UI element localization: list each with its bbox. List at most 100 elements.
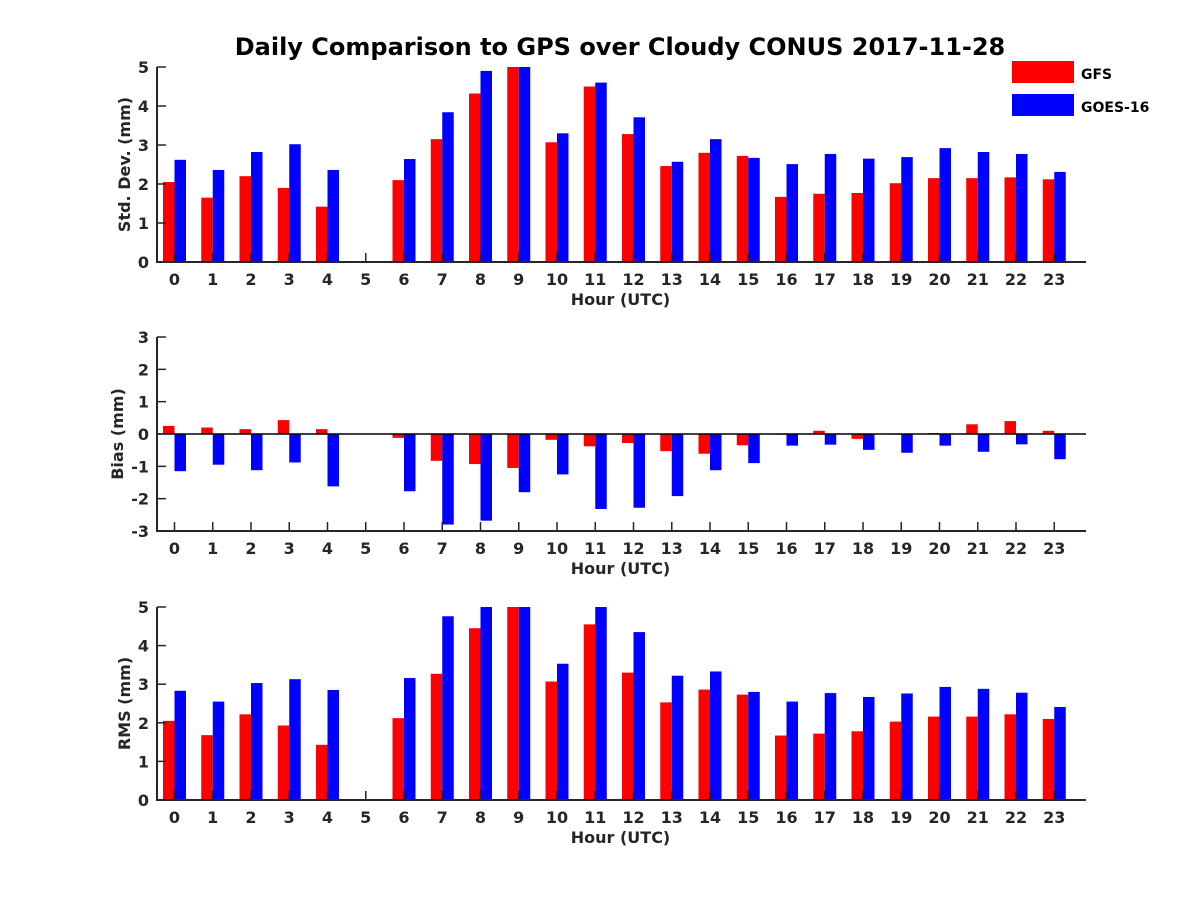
bar-gfs-hour-1	[201, 197, 213, 262]
x-tick-label: 14	[699, 270, 721, 289]
y-tick-label: 3	[138, 675, 149, 694]
bar-gfs-hour-16	[775, 735, 787, 800]
x-tick-label: 16	[775, 539, 797, 558]
legend: GFS GOES-16	[1012, 61, 1149, 116]
bar-goes16-hour-12	[633, 117, 645, 262]
bar-goes16-hour-15	[748, 691, 760, 800]
x-tick-label: 13	[661, 808, 683, 827]
bar-gfs-hour-14	[698, 434, 710, 454]
x-tick-label: 6	[398, 808, 409, 827]
x-tick-label: 21	[967, 270, 989, 289]
x-tick-label: 16	[775, 808, 797, 827]
bar-goes16-hour-18	[863, 434, 875, 450]
bar-goes16-hour-12	[633, 434, 645, 508]
bar-goes16-hour-8	[480, 607, 492, 800]
bar-goes16-hour-1	[212, 434, 225, 465]
bar-goes16-hour-20	[939, 148, 951, 262]
bar-gfs-hour-15	[736, 434, 749, 446]
bar-goes16-hour-9	[518, 67, 531, 262]
bar-gfs-hour-15	[736, 694, 749, 800]
bar-gfs-hour-22	[1004, 421, 1016, 434]
bar-goes16-hour-10	[557, 663, 569, 800]
x-tick-label: 0	[169, 539, 180, 558]
x-tick-label: 9	[513, 808, 524, 827]
x-tick-label: 12	[622, 270, 644, 289]
bar-goes16-hour-6	[404, 678, 416, 800]
x-tick-label: 2	[245, 539, 256, 558]
bar-gfs-hour-20	[928, 178, 940, 262]
y-tick-label: 4	[138, 637, 149, 656]
bar-gfs-hour-12	[622, 134, 634, 262]
x-tick-label: 18	[852, 270, 874, 289]
x-tick-label: 0	[169, 270, 180, 289]
bar-goes16-hour-19	[901, 693, 913, 800]
x-tick-label: 11	[584, 539, 606, 558]
bar-goes16-hour-11	[595, 607, 607, 800]
bar-gfs-hour-23	[1042, 179, 1055, 262]
legend-swatch-gfs	[1012, 61, 1074, 83]
x-tick-label: 22	[1005, 539, 1027, 558]
bar-goes16-hour-18	[863, 158, 875, 262]
x-tick-label: 0	[169, 808, 180, 827]
bar-goes16-hour-0	[174, 159, 186, 262]
x-tick-label: 17	[814, 808, 836, 827]
y-tick-label: 3	[138, 136, 149, 155]
x-tick-label: 4	[322, 808, 333, 827]
y-axis-label: RMS (mm)	[115, 657, 134, 750]
bar-goes16-hour-7	[442, 616, 454, 800]
bar-gfs-hour-13	[660, 434, 672, 452]
bar-gfs-hour-8	[469, 93, 481, 263]
x-tick-label: 12	[622, 808, 644, 827]
bar-goes16-hour-14	[710, 434, 722, 471]
y-tick-label: 2	[138, 714, 149, 733]
bar-gfs-hour-3	[277, 725, 290, 800]
bar-goes16-hour-20	[939, 434, 951, 446]
bar-goes16-hour-20	[939, 686, 951, 800]
bar-goes16-hour-22	[1016, 692, 1028, 800]
bar-gfs-hour-0	[163, 425, 175, 434]
bar-goes16-hour-23	[1054, 171, 1066, 262]
x-tick-label: 13	[661, 270, 683, 289]
bar-gfs-hour-12	[622, 434, 634, 444]
x-tick-label: 19	[890, 270, 912, 289]
bar-goes16-hour-21	[977, 152, 990, 262]
x-tick-label: 6	[398, 539, 409, 558]
x-tick-label: 14	[699, 808, 721, 827]
bar-gfs-hour-11	[583, 86, 596, 262]
y-tick-label: 1	[138, 393, 149, 412]
bar-gfs-hour-7	[430, 434, 443, 461]
x-tick-label: 7	[437, 808, 448, 827]
x-axis-label: Hour (UTC)	[571, 828, 671, 847]
bar-goes16-hour-13	[671, 161, 684, 262]
bar-gfs-hour-11	[583, 434, 596, 447]
x-tick-label: 20	[928, 808, 950, 827]
bar-goes16-hour-7	[442, 434, 454, 525]
bar-goes16-hour-19	[901, 434, 913, 453]
bar-gfs-hour-1	[201, 735, 213, 800]
bar-gfs-hour-20	[928, 716, 940, 800]
bar-goes16-hour-2	[251, 152, 263, 262]
x-tick-label: 5	[360, 539, 371, 558]
x-tick-label: 7	[437, 270, 448, 289]
bar-gfs-hour-13	[660, 166, 672, 262]
x-tick-label: 17	[814, 539, 836, 558]
bar-gfs-hour-19	[889, 721, 902, 800]
bar-gfs-hour-17	[813, 193, 825, 262]
bar-goes16-hour-18	[863, 696, 875, 800]
bar-goes16-hour-1	[212, 169, 225, 262]
x-tick-label: 15	[737, 539, 759, 558]
bar-gfs-hour-18	[851, 192, 863, 262]
x-tick-label: 12	[622, 539, 644, 558]
y-tick-label: 2	[138, 360, 149, 379]
x-tick-label: 2	[245, 270, 256, 289]
chart-title: Daily Comparison to GPS over Cloudy CONU…	[235, 33, 1006, 61]
x-tick-label: 22	[1005, 270, 1027, 289]
x-tick-label: 10	[546, 539, 568, 558]
bar-goes16-hour-8	[480, 70, 492, 263]
bar-gfs-hour-9	[507, 434, 519, 468]
bar-goes16-hour-15	[748, 434, 760, 464]
x-tick-label: 8	[475, 808, 486, 827]
bar-goes16-hour-11	[595, 82, 607, 262]
x-tick-label: 11	[584, 808, 606, 827]
